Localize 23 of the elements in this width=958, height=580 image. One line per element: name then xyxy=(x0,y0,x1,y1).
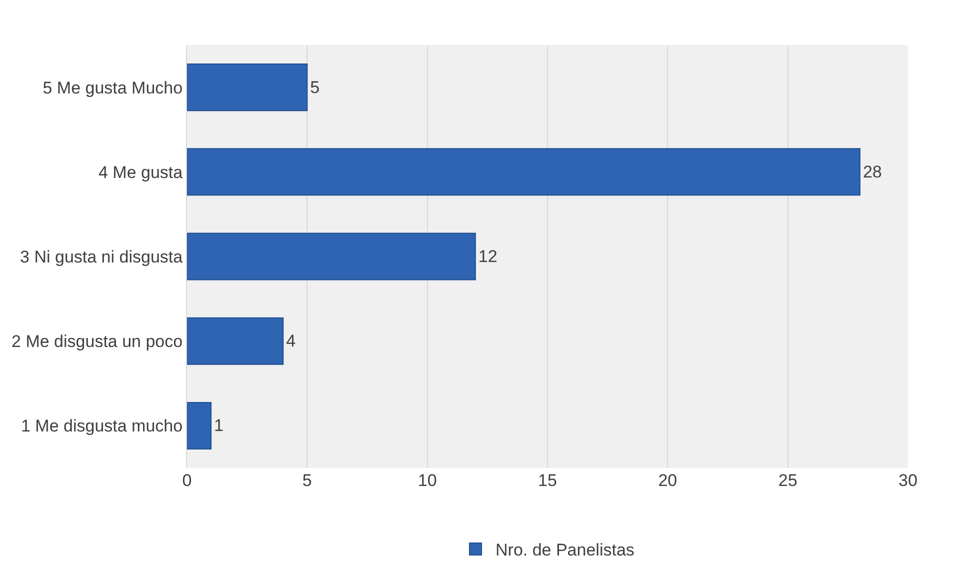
bar xyxy=(187,64,308,112)
bar xyxy=(187,317,284,365)
data-label: 12 xyxy=(478,247,498,266)
data-label: 1 xyxy=(214,416,224,436)
x-tick-label: 10 xyxy=(418,471,437,490)
data-label: 4 xyxy=(286,332,296,351)
x-tick-label: 20 xyxy=(658,471,678,490)
bar xyxy=(187,402,212,450)
x-tick-label: 0 xyxy=(182,471,192,490)
y-tick-label: 2 Me disgusta un poco xyxy=(12,332,183,352)
x-tick-label: 15 xyxy=(538,471,557,490)
bar xyxy=(187,148,860,196)
data-label: 28 xyxy=(862,162,882,182)
y-tick-label: 4 Me gusta xyxy=(98,162,184,182)
x-tick-label: 30 xyxy=(898,471,918,490)
x-tick-label: 25 xyxy=(778,471,798,490)
data-label: 5 xyxy=(310,78,320,97)
y-tick-label: 5 Me gusta Mucho xyxy=(42,78,183,98)
x-tick-label: 5 xyxy=(302,471,312,490)
y-tick-label: 3 Ni gusta ni disgusta xyxy=(20,247,184,266)
y-tick-label: 1 Me disgusta mucho xyxy=(21,416,183,436)
bar xyxy=(187,232,476,280)
legend-label: Nro. de Panelistas xyxy=(496,540,634,560)
